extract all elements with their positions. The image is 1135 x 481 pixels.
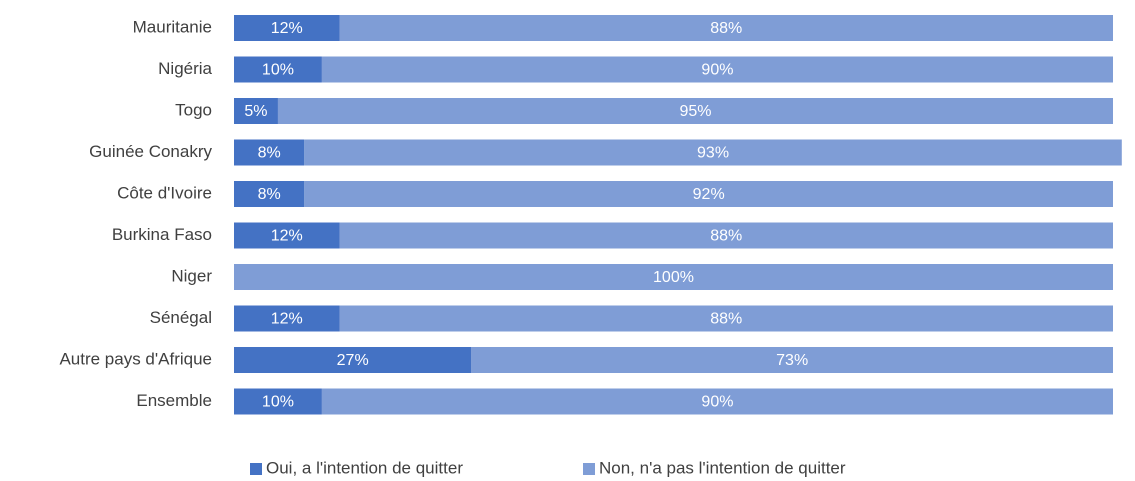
- bar-segment: [234, 347, 472, 373]
- value-label: 95%: [679, 103, 711, 120]
- value-label: 8%: [258, 186, 281, 203]
- value-label: 5%: [244, 103, 267, 120]
- legend-swatch: [583, 463, 595, 475]
- category-label: Guinée Conakry: [89, 142, 212, 161]
- category-label: Côte d'Ivoire: [117, 183, 212, 202]
- value-label: 73%: [776, 352, 808, 369]
- legend-label: Non, n'a pas l'intention de quitter: [599, 458, 846, 477]
- value-label: 12%: [271, 311, 303, 328]
- category-label: Nigéria: [158, 59, 212, 78]
- value-label: 8%: [258, 145, 281, 162]
- category-label: Niger: [171, 266, 212, 285]
- bar-segment: [339, 15, 1114, 41]
- value-label: 88%: [710, 228, 742, 245]
- category-label: Burkina Faso: [112, 225, 212, 244]
- legend-swatch: [250, 463, 262, 475]
- bar-segment: [304, 181, 1113, 207]
- bar-segment: [304, 139, 1122, 166]
- value-label: 92%: [693, 186, 725, 203]
- bar-segment: [339, 305, 1114, 332]
- value-label: 27%: [337, 352, 369, 369]
- bar-segment: [321, 56, 1113, 83]
- category-label: Togo: [175, 100, 212, 119]
- legend-label: Oui, a l'intention de quitter: [266, 458, 463, 477]
- bar-segment: [339, 222, 1114, 249]
- bar-segment: [277, 98, 1113, 124]
- category-label: Sénégal: [150, 308, 212, 327]
- value-label: 100%: [653, 269, 694, 286]
- bar-segment: [321, 388, 1113, 415]
- bar-segment: [234, 139, 305, 166]
- bar-segment: [234, 181, 305, 207]
- value-label: 10%: [262, 394, 294, 411]
- category-label: Autre pays d'Afrique: [59, 349, 212, 368]
- category-label: Mauritanie: [133, 17, 212, 36]
- bar-segment: [471, 347, 1114, 373]
- bar-segment: [234, 388, 322, 415]
- bar-segment: [234, 305, 340, 332]
- bar-segment: [234, 56, 322, 83]
- value-label: 12%: [271, 20, 303, 37]
- value-label: 90%: [701, 62, 733, 79]
- bar-segment: [234, 264, 1113, 290]
- bar-segment: [234, 98, 278, 124]
- bar-segment: [234, 222, 340, 249]
- value-label: 93%: [697, 145, 729, 162]
- value-label: 12%: [271, 228, 303, 245]
- value-label: 90%: [701, 394, 733, 411]
- value-label: 10%: [262, 62, 294, 79]
- value-label: 88%: [710, 20, 742, 37]
- category-label: Ensemble: [136, 391, 212, 410]
- value-label: 88%: [710, 311, 742, 328]
- bar-segment: [234, 15, 340, 41]
